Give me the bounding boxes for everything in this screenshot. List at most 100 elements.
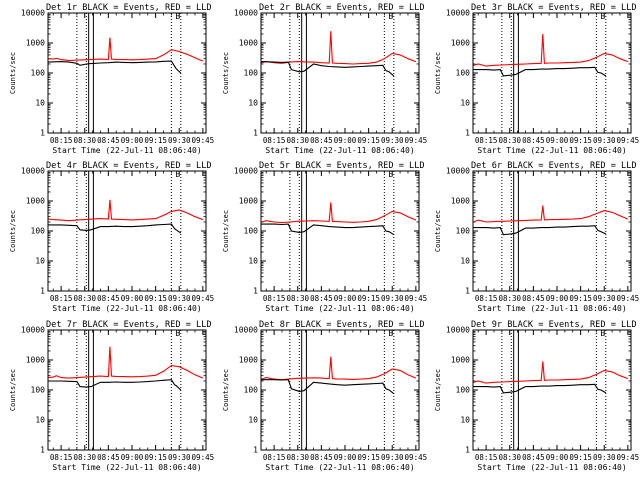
x-tick-label: 08:15 xyxy=(50,453,73,462)
x-tick-label: 09:45 xyxy=(405,294,428,303)
y-tick-label: 10000 xyxy=(21,9,45,18)
corner-marker: E xyxy=(600,329,605,338)
y-tick-label: 1 xyxy=(40,446,45,455)
x-tick-label: 08:30 xyxy=(73,294,96,303)
y-tick-label: 10000 xyxy=(446,167,470,176)
x-tick-label: 08:30 xyxy=(286,136,309,145)
y-tick-label: 1 xyxy=(253,287,258,296)
x-axis-label: Start Time (22-Jul-11 08:06:40) xyxy=(265,463,414,472)
y-tick-label: 10 xyxy=(248,257,258,266)
x-tick-label: 08:45 xyxy=(522,453,545,462)
x-tick-label: 08:15 xyxy=(263,136,286,145)
x-tick-label: 08:15 xyxy=(50,294,73,303)
y-tick-label: 10 xyxy=(35,99,45,108)
y-axis-label: Counts/sec xyxy=(9,369,17,411)
corner-marker: E xyxy=(600,170,605,179)
x-tick-label: 09:15 xyxy=(569,294,592,303)
y-tick-label: 10000 xyxy=(446,326,470,335)
panel-title: Det 4r BLACK = Events, RED = LLD xyxy=(46,161,212,171)
y-tick-label: 10000 xyxy=(21,167,45,176)
x-tick-label: 08:30 xyxy=(286,453,309,462)
events-series-line xyxy=(261,61,395,77)
y-tick-label: 100 xyxy=(31,227,46,236)
x-tick-label: 08:15 xyxy=(50,136,73,145)
x-axis-label: Start Time (22-Jul-11 08:06:40) xyxy=(265,146,414,155)
time-box xyxy=(301,12,307,134)
x-tick-label: 09:00 xyxy=(334,136,357,145)
lld-series-line xyxy=(48,346,204,379)
detector-panel: 1 10 100 1000 10000 08:15 08:30 08:45 09:00 09:15… xyxy=(434,161,639,313)
corner-marker: E xyxy=(388,12,393,21)
y-axis-label: Counts/sec xyxy=(222,210,230,252)
plot-frame xyxy=(472,329,632,451)
x-tick-label: 09:30 xyxy=(381,453,404,462)
x-tick-label: 09:15 xyxy=(144,453,167,462)
events-series-line xyxy=(261,379,395,395)
y-axis-label: Counts/sec xyxy=(434,369,442,411)
x-tick-label: 09:30 xyxy=(168,294,191,303)
x-tick-label: 09:30 xyxy=(381,294,404,303)
x-tick-label: 08:30 xyxy=(73,136,96,145)
x-tick-label: 09:15 xyxy=(357,294,380,303)
time-box xyxy=(88,170,94,292)
x-tick-label: 09:30 xyxy=(593,294,616,303)
y-tick-label: 1 xyxy=(465,129,470,138)
y-tick-label: 1 xyxy=(465,287,470,296)
lld-series-line xyxy=(473,33,629,67)
x-tick-label: 09:15 xyxy=(144,136,167,145)
y-tick-label: 10 xyxy=(248,99,258,108)
events-series-line xyxy=(261,223,395,236)
y-tick-label: 10000 xyxy=(21,326,45,335)
y-tick-label: 100 xyxy=(456,69,471,78)
time-box xyxy=(88,329,94,451)
x-axis-label: Start Time (22-Jul-11 08:06:40) xyxy=(477,146,626,155)
x-tick-label: 09:30 xyxy=(593,453,616,462)
events-series-line xyxy=(473,383,607,394)
detector-panel: 1 10 100 1000 10000 08:15 08:30 08:45 09:00 09:15… xyxy=(9,320,214,472)
y-tick-label: 100 xyxy=(31,386,46,395)
y-tick-label: 10 xyxy=(35,416,45,425)
x-axis-label: Start Time (22-Jul-11 08:06:40) xyxy=(477,304,626,313)
panel-title: Det 5r BLACK = Events, RED = LLD xyxy=(259,161,425,171)
corner-marker: E xyxy=(388,329,393,338)
y-tick-label: 1 xyxy=(253,129,258,138)
x-axis-label: Start Time (22-Jul-11 08:06:40) xyxy=(265,304,414,313)
x-tick-label: 09:15 xyxy=(569,453,592,462)
x-tick-label: 08:45 xyxy=(97,294,120,303)
y-tick-label: 100 xyxy=(244,227,259,236)
y-tick-label: 1000 xyxy=(239,197,258,206)
x-tick-label: 08:30 xyxy=(73,453,96,462)
y-tick-label: 1000 xyxy=(239,356,258,365)
x-tick-label: 09:45 xyxy=(617,136,640,145)
y-tick-label: 10000 xyxy=(234,9,258,18)
x-tick-label: 08:15 xyxy=(263,453,286,462)
corner-marker: E xyxy=(600,12,605,21)
lld-series-line xyxy=(48,199,204,222)
lld-series-line xyxy=(261,356,417,381)
x-tick-label: 09:45 xyxy=(192,294,215,303)
x-tick-label: 08:45 xyxy=(310,453,333,462)
x-tick-label: 09:00 xyxy=(334,294,357,303)
y-tick-label: 1 xyxy=(253,446,258,455)
y-tick-label: 10 xyxy=(35,257,45,266)
x-tick-label: 09:00 xyxy=(121,453,144,462)
x-axis-label: Start Time (22-Jul-11 08:06:40) xyxy=(477,463,626,472)
y-tick-label: 1000 xyxy=(26,197,45,206)
events-series-line xyxy=(473,225,607,236)
x-tick-label: 09:15 xyxy=(357,453,380,462)
x-tick-label: 09:30 xyxy=(593,136,616,145)
x-tick-label: 08:45 xyxy=(310,294,333,303)
x-tick-label: 08:30 xyxy=(498,294,521,303)
detector-panel: 1 10 100 1000 10000 08:15 08:30 08:45 09:00 09:15… xyxy=(434,3,639,155)
time-box xyxy=(88,12,94,134)
events-series-line xyxy=(48,223,182,234)
y-tick-label: 1 xyxy=(465,446,470,455)
x-axis-label: Start Time (22-Jul-11 08:06:40) xyxy=(52,463,201,472)
y-tick-label: 100 xyxy=(244,386,259,395)
detector-panel: 1 10 100 1000 10000 08:15 08:30 08:45 09:00 09:15… xyxy=(222,320,427,472)
time-box xyxy=(301,170,307,292)
events-series-line xyxy=(473,66,607,77)
x-tick-label: 09:45 xyxy=(192,136,215,145)
y-tick-label: 10 xyxy=(460,99,470,108)
